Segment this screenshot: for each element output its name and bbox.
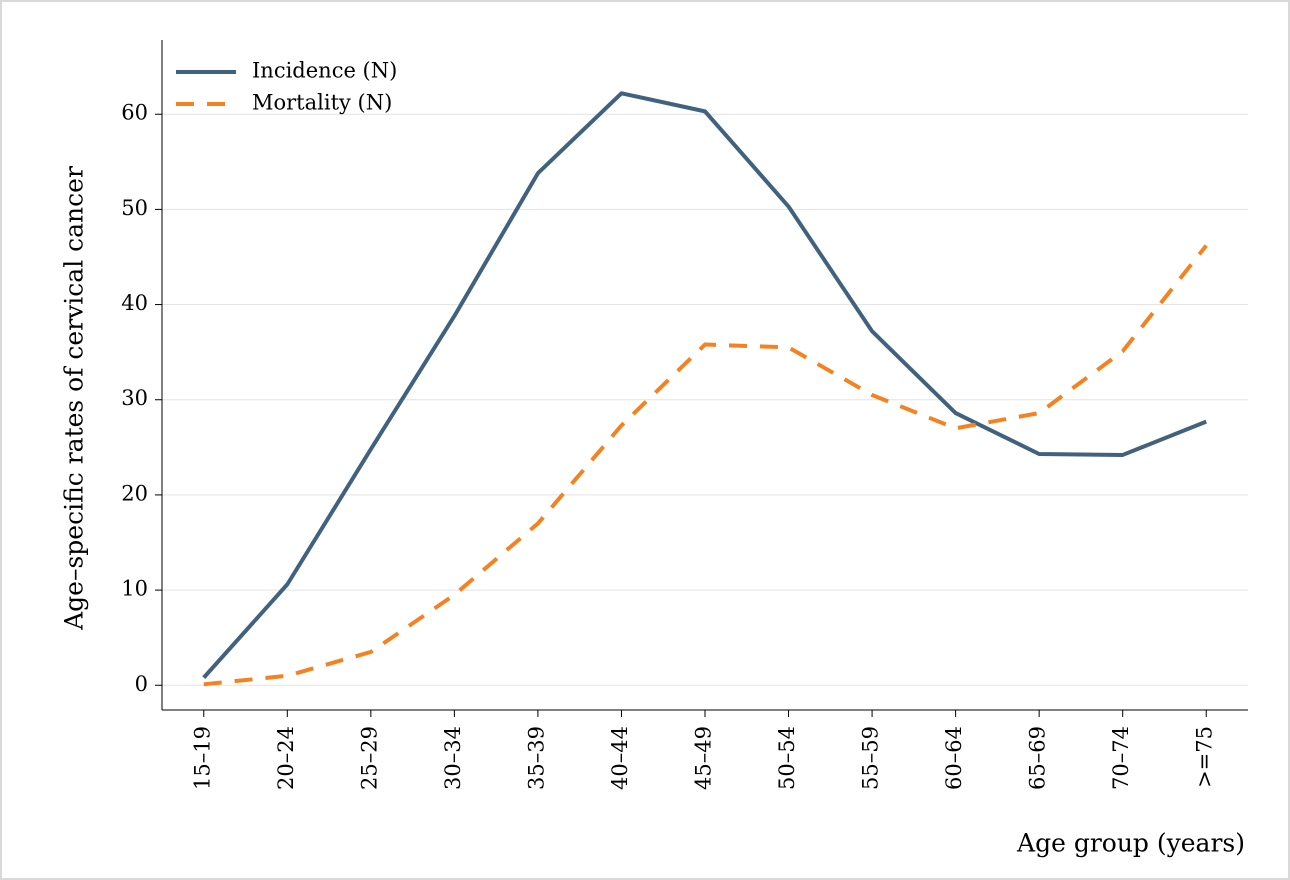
y-tick-label: 0: [135, 672, 148, 696]
legend-label: Mortality (N): [252, 91, 392, 115]
x-tick-label: 45–49: [692, 726, 716, 790]
y-tick-label: 60: [121, 101, 148, 125]
x-tick-label: >=75: [1193, 726, 1217, 788]
x-tick-label: 50–54: [775, 726, 799, 790]
y-tick-label: 10: [121, 577, 148, 601]
x-axis-title: Age group (years): [1016, 829, 1245, 858]
y-tick-label: 50: [121, 196, 148, 220]
legend-label: Incidence (N): [252, 59, 397, 83]
x-tick-label: 70–74: [1109, 726, 1133, 790]
y-tick-label: 30: [121, 386, 148, 410]
series-line: [202, 91, 1207, 679]
x-tick-label: 65–69: [1026, 726, 1050, 790]
series-line: [203, 244, 1208, 687]
y-axis-title: Age–specific rates of cervical cancer: [60, 166, 89, 631]
y-tick-label: 40: [121, 291, 148, 315]
x-tick-label: 35–39: [524, 726, 548, 790]
x-tick-label: 60–64: [942, 726, 966, 790]
x-tick-label: 40–44: [608, 726, 632, 790]
y-tick-label: 20: [121, 481, 148, 505]
x-tick-label: 30–34: [441, 726, 465, 790]
x-tick-label: 25–29: [357, 726, 381, 790]
x-tick-label: 55–59: [859, 726, 883, 790]
x-tick-label: 15–19: [190, 726, 214, 790]
x-tick-label: 20–24: [274, 726, 298, 790]
